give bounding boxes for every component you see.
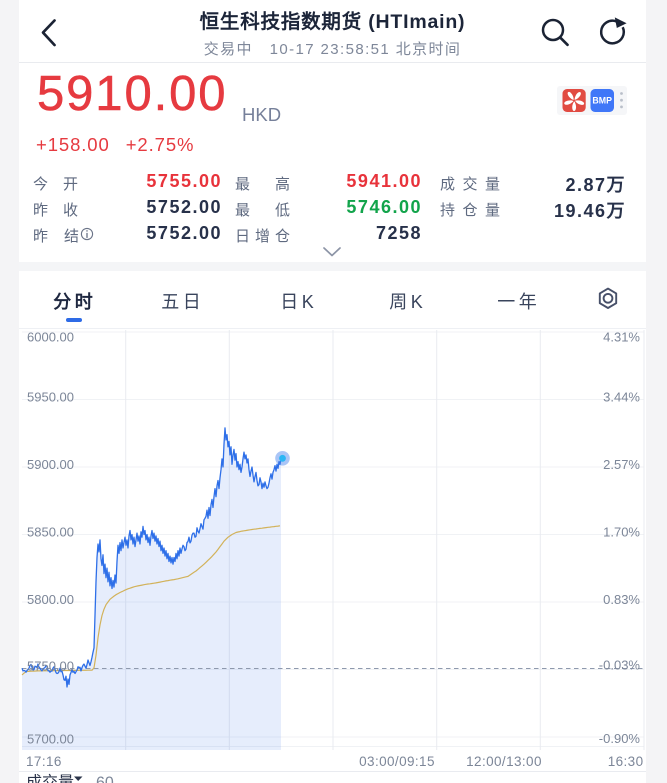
- svg-text:2.57%: 2.57%: [603, 457, 640, 472]
- svg-text:5850.00: 5850.00: [27, 525, 74, 540]
- svg-text:12:00/13:00: 12:00/13:00: [466, 754, 542, 769]
- svg-text:3.44%: 3.44%: [603, 390, 640, 405]
- svg-text:-0.90%: -0.90%: [599, 731, 641, 746]
- svg-text:5900.00: 5900.00: [27, 457, 74, 472]
- svg-text:03:00/09:15: 03:00/09:15: [359, 754, 435, 769]
- svg-text:60: 60: [96, 775, 114, 783]
- svg-text:17:16: 17:16: [26, 754, 62, 769]
- svg-text:5950.00: 5950.00: [27, 390, 74, 405]
- svg-text:5800.00: 5800.00: [27, 592, 74, 607]
- svg-text:成交量: 成交量: [26, 774, 74, 783]
- svg-text:6000.00: 6000.00: [27, 330, 74, 345]
- svg-text:4.31%: 4.31%: [603, 330, 640, 345]
- svg-text:0.83%: 0.83%: [603, 592, 640, 607]
- svg-text:1.70%: 1.70%: [603, 525, 640, 540]
- svg-text:5750.00: 5750.00: [27, 659, 74, 674]
- svg-text:5700.00: 5700.00: [27, 732, 74, 747]
- svg-text:-0.03%: -0.03%: [599, 658, 641, 673]
- svg-text:BMP: BMP: [592, 96, 612, 106]
- svg-text:16:30: 16:30: [608, 754, 644, 769]
